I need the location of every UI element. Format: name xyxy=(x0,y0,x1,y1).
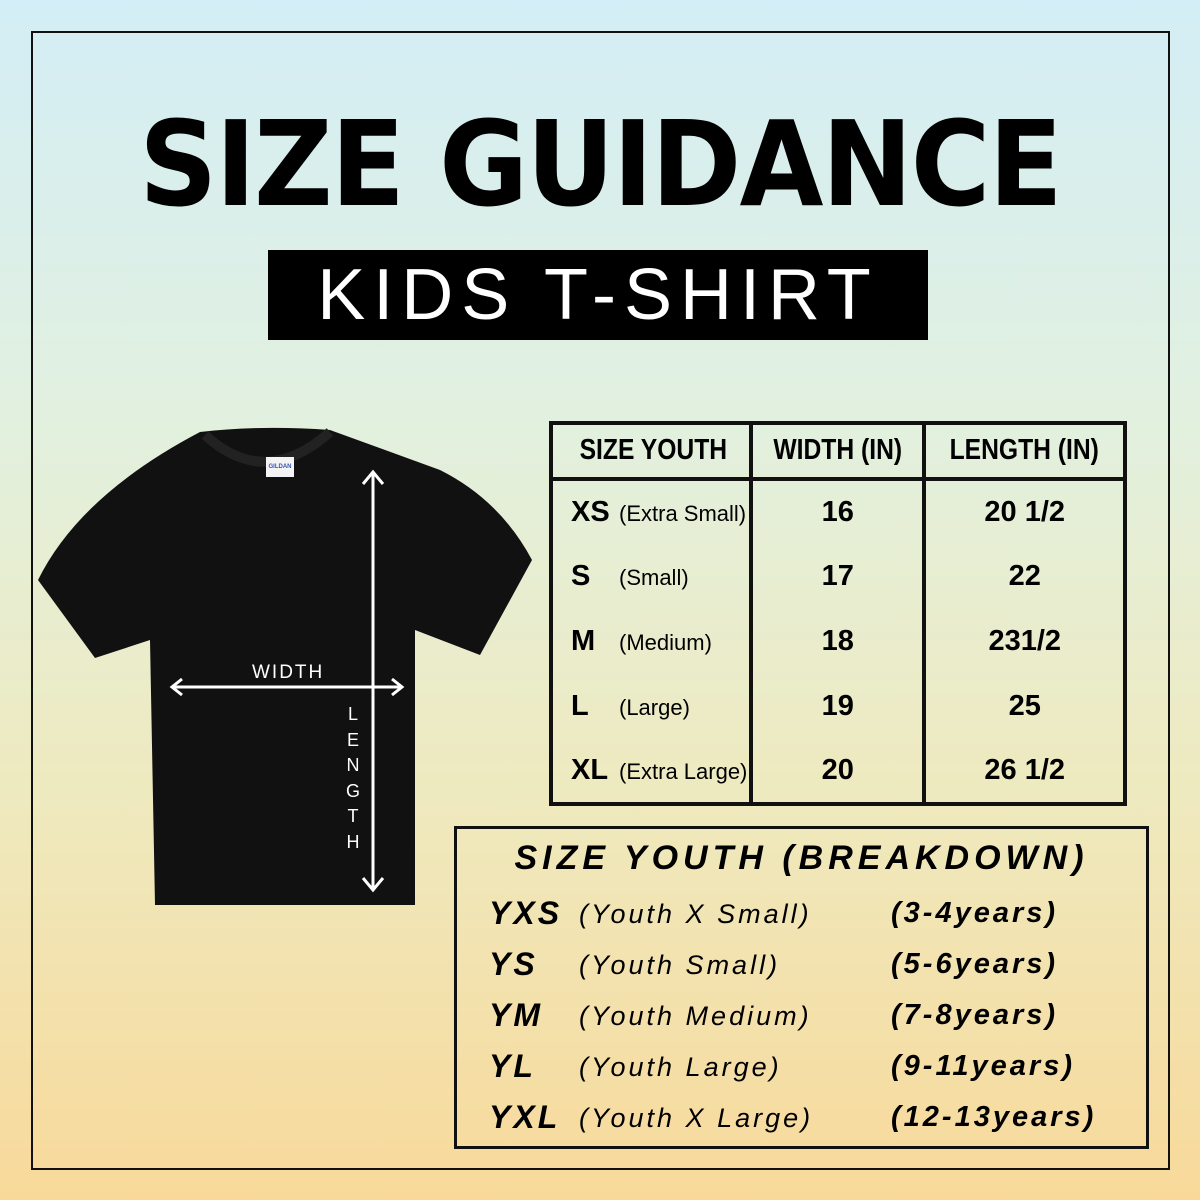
width-cell: 18 xyxy=(748,608,927,674)
brand-label xyxy=(266,457,294,477)
width-label: WIDTH xyxy=(252,662,325,683)
breakdown-name: (Youth X Small) xyxy=(579,899,812,929)
length-cell: 25 xyxy=(922,673,1127,739)
breakdown-title: SIZE YOUTH (BREAKDOWN) xyxy=(514,839,1089,877)
breakdown-name: (Youth Medium) xyxy=(579,1001,812,1031)
length-cell: 22 xyxy=(922,543,1127,609)
table-row: L (Large) 19 25 xyxy=(549,673,1127,739)
width-cell: 16 xyxy=(748,478,927,544)
size-desc: (Extra Large) xyxy=(619,758,748,784)
size-code: S xyxy=(571,559,591,592)
size-desc: (Large) xyxy=(619,694,690,720)
breakdown-name: (Youth Large) xyxy=(579,1052,782,1082)
size-cell: M (Medium) xyxy=(549,608,753,674)
svg-text:GILDAN: GILDAN xyxy=(269,464,292,470)
width-arrow xyxy=(169,677,405,697)
size-code: M xyxy=(571,624,596,657)
breakdown-age: (5-6years) xyxy=(891,948,1059,980)
length-label: LENGTH xyxy=(345,704,360,852)
size-cell: S (Small) xyxy=(549,543,753,609)
frame-border xyxy=(31,31,1170,1170)
length-cell: 231/2 xyxy=(922,608,1127,674)
size-cell: XS (Extra Small) xyxy=(549,478,753,544)
length-cell: 26 1/2 xyxy=(922,738,1127,804)
breakdown-name: (Youth Small) xyxy=(579,950,781,980)
breakdown-age: (12-13years) xyxy=(891,1101,1097,1133)
tshirt-illustration: GILDAN xyxy=(38,427,532,905)
breakdown-code: YS xyxy=(489,946,538,982)
width-cell: 20 xyxy=(748,738,927,804)
table-header-row: SIZE YOUTH WIDTH (IN) LENGTH (IN) xyxy=(551,423,1125,481)
size-desc: (Medium) xyxy=(619,629,712,655)
length-cell: 20 1/2 xyxy=(922,478,1127,544)
size-desc: (Extra Small) xyxy=(619,500,747,526)
breakdown-age: (9-11years) xyxy=(891,1050,1076,1082)
column-header: LENGTH (IN) xyxy=(937,423,1112,481)
table-row: S (Small) 17 22 xyxy=(549,543,1127,609)
breakdown-code: YL xyxy=(489,1048,536,1084)
table-row: XL (Extra Large) 20 26 1/2 xyxy=(549,738,1127,804)
page-title: SIZE GUIDANCE xyxy=(139,95,1063,233)
size-cell: XL (Extra Large) xyxy=(549,738,753,804)
tshirt-body xyxy=(38,427,532,905)
size-table: SIZE YOUTH WIDTH (IN) LENGTH (IN) XS (Ext… xyxy=(549,421,1127,806)
width-cell: 17 xyxy=(748,543,927,609)
size-cell: L (Large) xyxy=(549,673,753,739)
breakdown-box: SIZE YOUTH (BREAKDOWN) YXS (Youth X Small… xyxy=(454,826,1149,1149)
column-header: WIDTH (IN) xyxy=(762,423,914,481)
breakdown-code: YXL xyxy=(489,1099,561,1135)
breakdown-code: YXS xyxy=(489,895,563,931)
size-desc: (Small) xyxy=(619,564,689,590)
column-header: SIZE YOUTH xyxy=(564,423,738,481)
width-cell: 19 xyxy=(748,673,927,739)
table-row: M (Medium) 18 231/2 xyxy=(549,608,1127,674)
table-row: XS (Extra Small) 16 20 1/2 xyxy=(549,478,1127,544)
size-code: L xyxy=(571,689,589,722)
size-code: XL xyxy=(571,753,609,786)
page-subtitle: KIDS T-SHIRT xyxy=(268,250,928,340)
size-code: XS xyxy=(571,495,610,528)
breakdown-age: (7-8years) xyxy=(891,999,1059,1031)
length-arrow xyxy=(361,469,385,893)
breakdown-name: (Youth X Large) xyxy=(579,1103,814,1133)
breakdown-age: (3-4years) xyxy=(891,897,1059,929)
breakdown-code: YM xyxy=(489,997,543,1033)
